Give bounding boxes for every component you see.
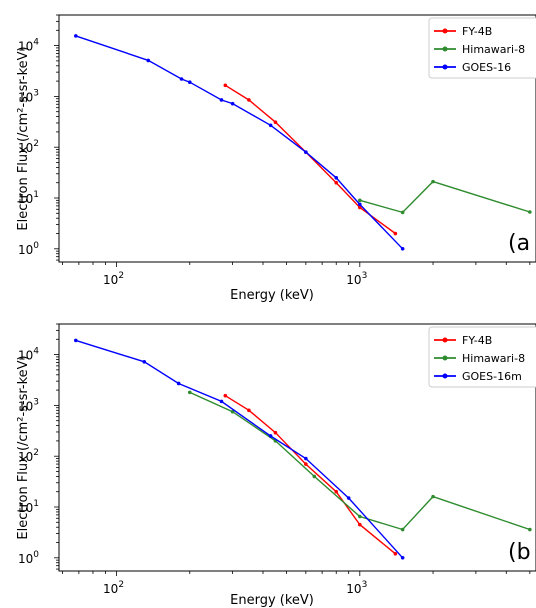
data-point [334,489,339,494]
series-line [224,395,396,555]
y-tick-label: 100 [18,241,39,257]
data-point [223,83,228,88]
legend: FY-4B Himawari-8 GOES-16 [428,17,536,79]
data-point [358,514,362,519]
legend-label: FY-4B [462,334,492,347]
axis-ticks [54,14,531,267]
y-tick-label: 104 [18,38,39,54]
x-tick-label: 102 [103,580,124,596]
legend-label: Himawari-8 [462,43,525,56]
y-tick-label: 101 [18,499,39,515]
plot-frame [58,323,536,572]
data-point [528,210,532,214]
y-axis-label: Electron Flux (/cm²-s-sr-keV) [16,355,31,539]
data-point [312,474,317,479]
data-point [334,175,339,180]
y-tick-label: 102 [18,139,39,155]
legend-label: FY-4B [462,25,492,38]
data-point [230,101,235,106]
data-point [400,247,405,251]
series-himawari-8 [187,390,532,532]
series-line [75,35,404,250]
data-point [74,34,78,38]
data-point [358,522,362,527]
data-point [268,123,273,128]
series-goes-16 [74,34,405,251]
panel-b-chart: 102 103 100 101 102 103 104 Energy (keV) Electro… [16,323,536,608]
series-fy-4b [223,83,398,236]
legend-box [428,17,536,79]
x-axis-label: Energy (keV) [230,593,314,608]
data-point [223,393,228,398]
data-point [431,179,435,184]
legend-label: Himawari-8 [462,352,525,365]
y-tick-label: 103 [18,397,39,413]
x-axis-label: Energy (keV) [230,288,314,303]
data-point [304,456,308,461]
legend-marker [442,64,448,70]
data-point [247,98,251,102]
series-fy-4b [223,393,398,556]
y-tick-label: 102 [18,448,39,464]
legend-box [428,326,536,388]
legend-marker [442,373,448,379]
data-point [393,231,398,236]
data-point [176,381,181,386]
data-point [74,338,78,343]
series-line [189,391,531,531]
data-point [400,210,405,215]
legend-label: GOES-16 [462,61,511,74]
y-tick-label: 103 [18,88,39,104]
data-point [219,399,224,404]
legend: FY-4B Himawari-8 GOES-16m [428,326,536,388]
legend-marker [442,28,448,34]
data-point [358,198,362,203]
series-himawari-8 [358,179,532,215]
legend-marker [442,46,448,52]
axis-ticks [54,323,531,576]
data-point [247,408,251,413]
data-point [358,205,362,210]
panel-label: (a [508,231,530,256]
panel-a-chart: 102 103 100 101 102 103 104 Energy (keV) Electro… [16,14,536,303]
data-point [273,120,278,125]
legend-marker [442,337,448,343]
data-point [304,462,308,466]
data-point [187,390,192,395]
series-line [75,339,404,559]
data-point [142,360,147,364]
y-axis-label: Electron Flux (/cm²-s-sr-keV) [16,46,31,230]
y-tick-label: 101 [18,190,39,206]
x-tick-label: 102 [103,271,124,287]
data-point [230,409,235,414]
data-point [219,98,224,102]
data-point [273,430,278,435]
data-point [187,80,192,85]
data-point [179,77,184,81]
data-point [334,180,339,185]
series-line [224,84,396,235]
data-point [146,58,151,63]
plot-frame [58,14,536,263]
panel-label: (b [508,540,531,565]
data-point [528,527,532,532]
legend-marker [442,355,448,361]
data-point [431,494,435,499]
data-point [393,551,398,556]
y-tick-label: 100 [18,550,39,566]
data-point [346,496,351,500]
x-tick-label: 103 [346,580,367,596]
data-point [400,556,405,560]
series-goes-16m [74,338,405,560]
y-tick-label: 104 [18,347,39,363]
data-point [358,202,362,207]
data-point [400,527,405,532]
series-line [359,180,531,214]
legend-label: GOES-16m [462,370,522,383]
data-point [304,150,308,154]
data-point [268,434,273,438]
x-tick-label: 103 [346,271,367,287]
